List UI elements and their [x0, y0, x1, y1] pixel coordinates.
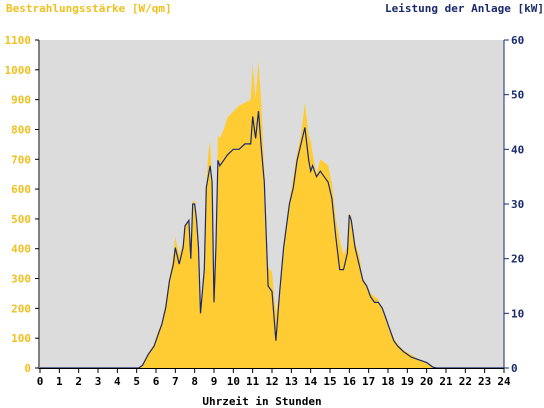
- x-tick-label: 18: [381, 375, 394, 388]
- right-tick-label: 20: [511, 253, 524, 266]
- x-tick-label: 8: [191, 375, 198, 388]
- x-tick-label: 3: [95, 375, 102, 388]
- x-tick-label: 0: [37, 375, 44, 388]
- x-tick-label: 4: [114, 375, 121, 388]
- data-marks: [40, 60, 504, 369]
- x-tick-label: 5: [133, 375, 140, 388]
- x-tick-label: 17: [362, 375, 375, 388]
- left-tick-label: 800: [11, 123, 31, 136]
- x-tick-label: 2: [75, 375, 82, 388]
- right-tick-label: 40: [511, 143, 524, 156]
- left-tick-label: 0: [24, 362, 31, 375]
- axis-ticks: 0100200300400500600700800900100011000102…: [5, 34, 525, 388]
- x-tick-label: 19: [401, 375, 414, 388]
- right-axis-title: Leistung der Anlage [kW]: [385, 2, 544, 15]
- left-axis-title: Bestrahlungsstärke [W/qm]: [6, 2, 172, 15]
- x-axis-title: Uhrzeit in Stunden: [202, 395, 321, 408]
- left-tick-label: 1100: [5, 34, 32, 47]
- left-tick-label: 600: [11, 183, 31, 196]
- x-tick-label: 14: [304, 375, 318, 388]
- right-tick-label: 50: [511, 89, 524, 102]
- left-tick-label: 300: [11, 273, 31, 286]
- x-tick-label: 12: [265, 375, 278, 388]
- x-tick-label: 13: [285, 375, 298, 388]
- x-tick-label: 7: [172, 375, 179, 388]
- x-tick-label: 15: [323, 375, 336, 388]
- x-tick-label: 21: [439, 375, 453, 388]
- left-tick-label: 200: [11, 302, 31, 315]
- left-tick-label: 1000: [5, 64, 32, 77]
- x-tick-label: 24: [497, 375, 511, 388]
- power-line: [40, 111, 504, 369]
- x-tick-label: 16: [343, 375, 357, 388]
- right-tick-label: 60: [511, 34, 524, 47]
- x-tick-label: 6: [153, 375, 160, 388]
- x-tick-label: 23: [478, 375, 491, 388]
- left-tick-label: 900: [11, 94, 31, 107]
- x-tick-label: 22: [459, 375, 472, 388]
- x-tick-label: 9: [211, 375, 218, 388]
- x-tick-label: 10: [227, 375, 240, 388]
- irradiance-area: [40, 60, 504, 369]
- left-tick-label: 400: [11, 243, 31, 256]
- left-tick-label: 700: [11, 153, 31, 166]
- right-tick-label: 30: [511, 198, 524, 211]
- left-tick-label: 500: [11, 213, 31, 226]
- left-tick-label: 100: [11, 332, 31, 345]
- x-tick-label: 20: [420, 375, 433, 388]
- right-tick-label: 0: [511, 362, 518, 375]
- x-tick-label: 1: [56, 375, 63, 388]
- x-tick-label: 11: [246, 375, 260, 388]
- right-tick-label: 10: [511, 307, 524, 320]
